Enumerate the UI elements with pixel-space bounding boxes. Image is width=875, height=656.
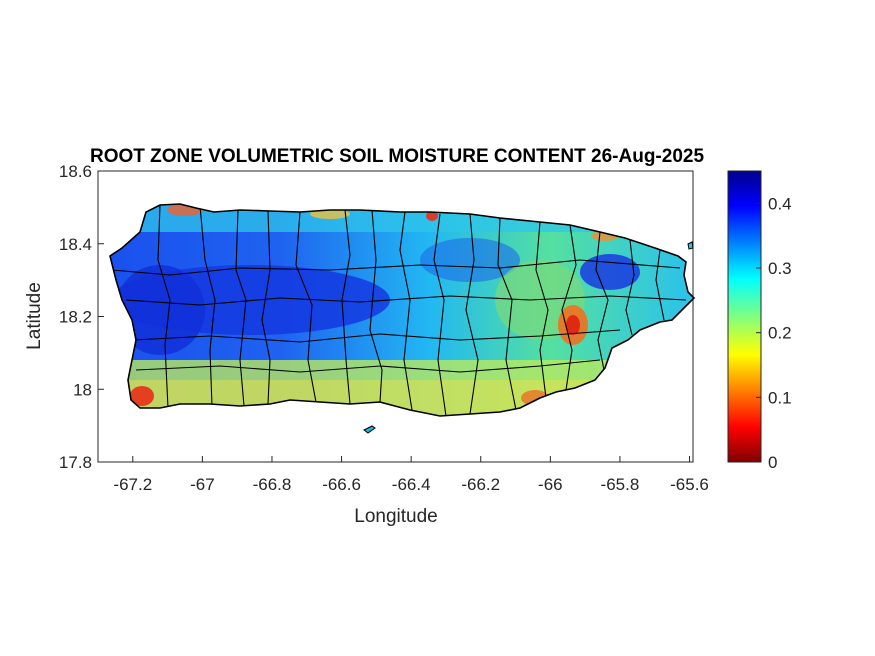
y-axis-label: Latitude <box>24 282 45 350</box>
colorbar-tick-label: 0.1 <box>768 388 792 407</box>
colorbar-tick-label: 0.2 <box>768 324 792 343</box>
colorbar-tick-labels: 0 0.1 0.2 0.3 0.4 <box>756 194 792 472</box>
x-tick-label: -66.2 <box>461 475 500 494</box>
x-axis-label: Longitude <box>354 506 437 527</box>
island-outline <box>109 203 696 417</box>
y-tick-label: 18 <box>73 380 92 399</box>
x-tick-label: -66 <box>538 475 563 494</box>
islet-outline <box>363 425 376 434</box>
y-tick-label: 18.2 <box>59 308 92 327</box>
colorbar-tick-label: 0.4 <box>768 194 792 213</box>
y-tick-label: 17.8 <box>59 453 92 472</box>
x-tick-label: -65.6 <box>670 475 709 494</box>
y-tick-label: 18.6 <box>59 162 92 181</box>
x-tick-label: -67 <box>190 475 215 494</box>
colorbar-tick-label: 0 <box>768 453 777 472</box>
x-tick-label: -66.8 <box>253 475 292 494</box>
colorbar-tick-label: 0.3 <box>768 259 792 278</box>
y-tick-labels: 18.6 18.4 18.2 18 17.8 <box>59 162 104 472</box>
y-tick-label: 18.4 <box>59 235 92 254</box>
east-islet-outline <box>687 241 694 250</box>
x-tick-label: -65.8 <box>601 475 640 494</box>
x-tick-label: -66.4 <box>392 475 431 494</box>
x-tick-label: -66.6 <box>322 475 361 494</box>
map-title: ROOT ZONE VOLUMETRIC SOIL MOISTURE CONTE… <box>90 146 704 167</box>
x-tick-labels: -67.2 -67 -66.8 -66.6 -66.4 -66.2 -66 -65.8 -65.… <box>113 456 709 494</box>
colorbar <box>727 170 762 463</box>
x-tick-label: -67.2 <box>113 475 152 494</box>
